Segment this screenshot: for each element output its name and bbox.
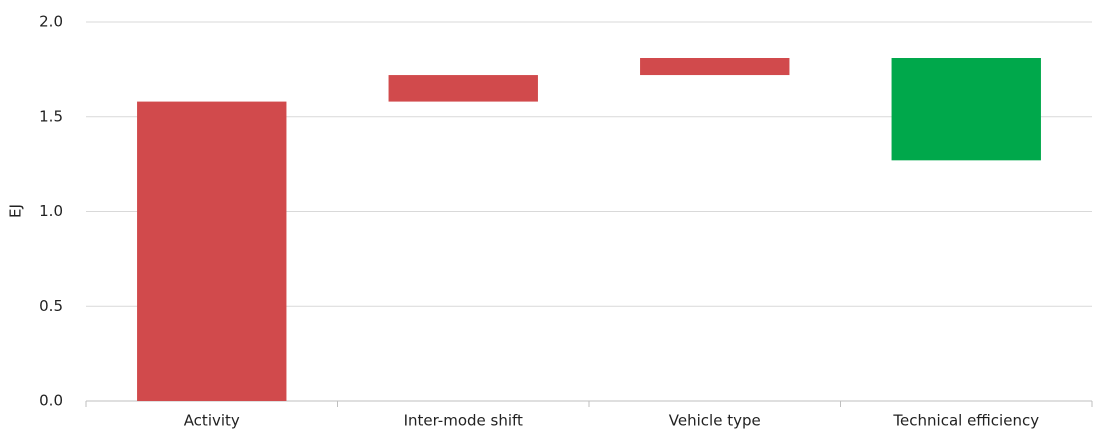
bar (137, 101, 287, 401)
y-tick-label: 0.0 (39, 392, 63, 410)
bar (891, 58, 1041, 161)
y-tick-label: 1.5 (39, 107, 63, 125)
bar (640, 58, 790, 76)
bar (388, 75, 538, 102)
x-tick-label: Inter-mode shift (404, 412, 523, 430)
x-tick-label: Technical efficiency (892, 412, 1039, 430)
y-axis-label: EJ (7, 204, 25, 218)
y-tick-label: 1.0 (39, 202, 63, 220)
x-tick-label: Activity (184, 412, 240, 430)
x-tick-label: Vehicle type (669, 412, 761, 430)
y-tick-label: 0.5 (39, 297, 63, 315)
y-tick-label: 2.0 (39, 13, 63, 31)
